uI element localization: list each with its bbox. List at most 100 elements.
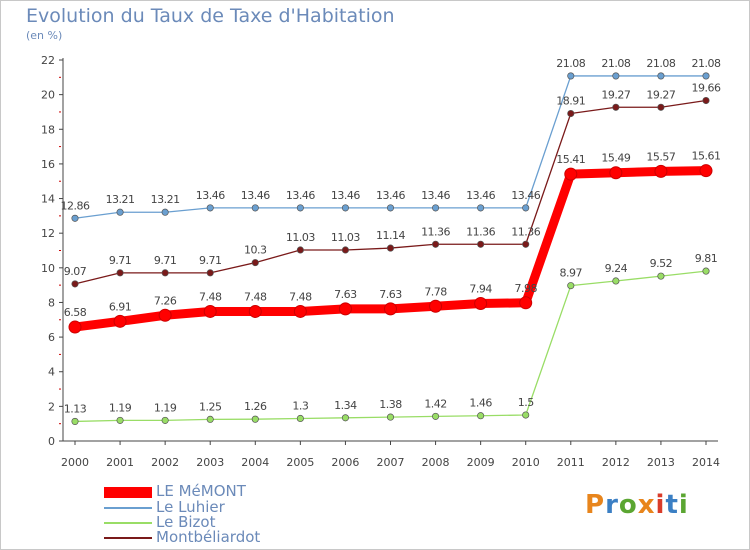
data-label: 21.08 — [646, 57, 675, 70]
data-point — [296, 414, 304, 423]
data-point — [116, 208, 124, 216]
data-point — [71, 214, 79, 222]
data-label: 8.97 — [560, 267, 583, 280]
data-label: 15.57 — [646, 150, 675, 163]
data-label: 9.24 — [605, 262, 628, 275]
x-tick-label: 2000 — [61, 456, 89, 469]
data-label: 1.34 — [334, 399, 357, 412]
data-point — [477, 412, 485, 420]
y-tick-label: 2 — [48, 400, 55, 413]
data-point — [702, 96, 710, 105]
x-tick-label: 2014 — [692, 456, 720, 469]
legend-label-montbeliardot: Montbéliardot — [156, 528, 261, 546]
logo-letter: P — [585, 490, 606, 520]
data-label: 9.71 — [109, 254, 132, 267]
data-point — [251, 204, 259, 212]
data-label: 1.19 — [154, 401, 177, 414]
data-label: 7.48 — [244, 290, 267, 303]
legend-swatch-le-memont — [104, 487, 152, 498]
x-tick-label: 2001 — [106, 456, 134, 469]
chart-title: Evolution du Taux de Taxe d'Habitation — [26, 5, 395, 27]
data-point — [161, 208, 169, 216]
data-point — [248, 304, 262, 318]
logo-letter: x — [637, 490, 656, 520]
proxiti-logo: Proxiti — [585, 490, 689, 520]
data-point — [522, 240, 530, 248]
chart-unit: (en %) — [26, 29, 63, 42]
data-point — [68, 320, 82, 334]
data-label: 9.71 — [154, 254, 177, 267]
data-label: 7.26 — [154, 294, 177, 307]
data-label: 19.27 — [646, 88, 675, 101]
data-point — [477, 240, 485, 248]
data-label: 9.81 — [695, 252, 718, 265]
data-label: 15.49 — [601, 152, 630, 165]
data-label: 11.36 — [466, 225, 495, 238]
logo-letter: t — [665, 490, 679, 520]
legend-label-le-bizot: Le Bizot — [156, 513, 216, 531]
data-label: 11.36 — [421, 225, 450, 238]
data-point — [612, 277, 620, 285]
data-label: 21.08 — [556, 57, 585, 70]
x-tick-label: 2004 — [241, 456, 269, 469]
data-point — [386, 204, 395, 212]
data-point — [564, 167, 578, 181]
data-point — [429, 299, 443, 313]
data-label: 10.3 — [244, 244, 267, 257]
data-label: 7.63 — [334, 288, 357, 301]
data-label: 1.38 — [379, 398, 402, 411]
data-label: 6.91 — [109, 300, 132, 313]
data-label: 7.48 — [199, 290, 222, 303]
y-tick-label: 0 — [48, 435, 55, 448]
data-label: 7.63 — [379, 288, 402, 301]
y-tick-label: 16 — [41, 158, 55, 171]
y-tick-label: 12 — [41, 227, 55, 240]
logo-letter: i — [655, 490, 666, 520]
y-tick-label: 20 — [41, 89, 55, 102]
logo-letter: o — [618, 490, 638, 520]
x-tick-label: 2008 — [422, 456, 450, 469]
data-point — [116, 416, 124, 424]
data-point — [161, 269, 169, 277]
data-label: 1.3 — [292, 399, 308, 412]
data-point — [338, 302, 352, 316]
data-point — [206, 204, 214, 212]
data-label: 7.78 — [424, 285, 447, 298]
data-point — [699, 164, 713, 178]
data-label: 15.61 — [692, 150, 721, 163]
y-tick-label: 10 — [41, 262, 55, 275]
data-point — [386, 244, 395, 252]
data-point — [432, 412, 440, 420]
x-tick-label: 2002 — [151, 456, 179, 469]
data-point — [341, 204, 349, 212]
x-tick-label: 2007 — [377, 456, 405, 469]
data-label: 13.46 — [421, 189, 450, 202]
legend-label-le-luhier: Le Luhier — [156, 498, 225, 516]
data-label: 1.42 — [424, 397, 447, 410]
data-point — [296, 246, 304, 254]
data-point — [609, 166, 623, 180]
data-point — [657, 72, 665, 80]
data-label: 12.86 — [61, 199, 90, 212]
data-label: 11.36 — [511, 225, 540, 238]
data-point — [567, 282, 575, 290]
data-label: 7.48 — [289, 290, 312, 303]
y-tick-label: 14 — [41, 193, 55, 206]
data-label: 19.66 — [692, 82, 721, 95]
x-tick-label: 2010 — [512, 456, 540, 469]
data-point — [522, 411, 530, 419]
x-tick-label: 2009 — [467, 456, 495, 469]
data-point — [341, 246, 349, 254]
data-point — [384, 302, 397, 316]
data-label: 13.46 — [196, 189, 225, 202]
data-label: 21.08 — [601, 57, 630, 70]
data-point — [567, 109, 575, 118]
data-point — [474, 296, 488, 310]
data-point — [386, 413, 395, 421]
data-label: 13.46 — [511, 189, 540, 202]
legend-swatch-le-luhier — [104, 507, 152, 509]
data-point — [657, 272, 665, 280]
data-label: 7.94 — [469, 282, 492, 295]
data-point — [251, 415, 259, 423]
